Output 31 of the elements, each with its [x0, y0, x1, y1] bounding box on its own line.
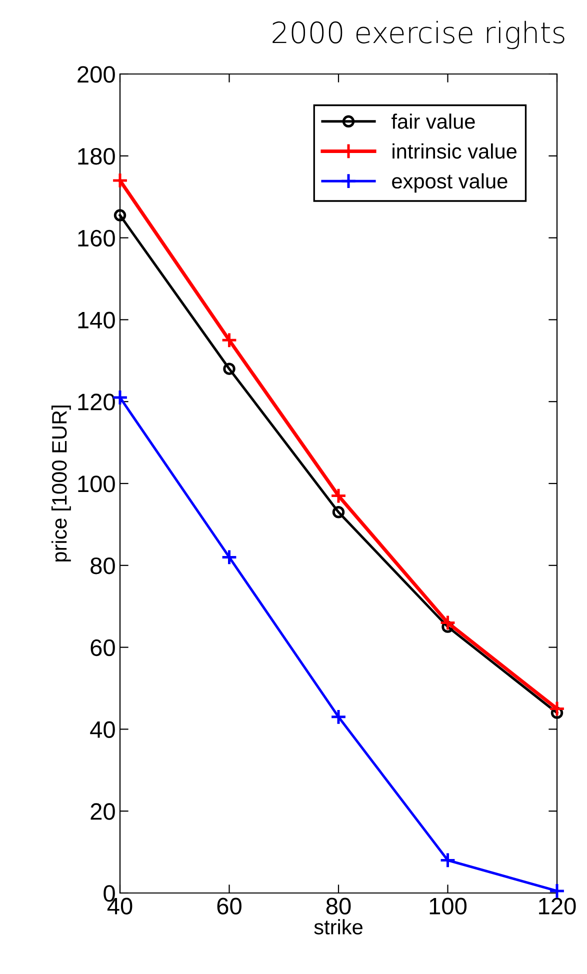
y-tick-label: 160 [78, 230, 115, 247]
point [330, 708, 347, 726]
y-tick-label: 20 [90, 803, 115, 820]
y-tick-label: 180 [78, 148, 115, 165]
chart-title: 2000 exercise rights [272, 20, 564, 50]
y-tick-label: 60 [90, 639, 115, 656]
point [112, 172, 128, 189]
y-axis-title: price [1000 EUR] [51, 406, 71, 562]
x-tick-label: 60 [217, 898, 242, 915]
y-tick-label: 140 [78, 312, 115, 328]
legend-label: expost value [392, 173, 508, 193]
point [440, 852, 456, 868]
x-axis-title: strike [314, 919, 362, 934]
legend-label: intrinsic value [392, 143, 516, 159]
x-tick-label: 80 [326, 898, 351, 915]
y-tick-label: 100 [78, 476, 115, 492]
legend-label: fair value [392, 114, 475, 129]
point [221, 549, 238, 566]
point [114, 209, 126, 222]
y-tick-label: 40 [90, 721, 115, 738]
point [223, 362, 236, 375]
point [221, 332, 238, 348]
point [440, 614, 456, 631]
y-tick-label: 120 [78, 394, 115, 410]
y-tick-label: 80 [90, 557, 115, 574]
x-tick-label: 100 [430, 898, 467, 915]
x-tick-label: 120 [539, 898, 576, 915]
point [548, 700, 566, 717]
point [330, 488, 347, 504]
point [332, 506, 345, 518]
y-tick-label: 200 [78, 66, 115, 83]
